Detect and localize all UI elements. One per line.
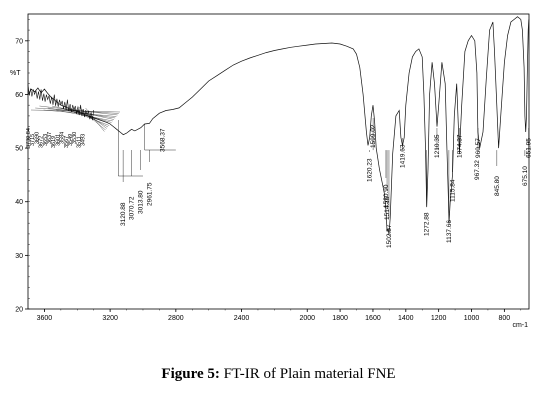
clutter-label: 3715 (30, 134, 36, 146)
peak-label: 3120.88 (120, 202, 127, 226)
clutter-leader (56, 109, 113, 122)
clutter-leader (60, 107, 112, 123)
y-axis-label: %T (10, 70, 21, 77)
peak-label: 1074.37 (456, 134, 463, 158)
clutter-label: 3530 (72, 132, 78, 144)
x-tick-label-2000: 2000 (299, 315, 315, 322)
clutter-leader (85, 107, 105, 132)
bracket-line (118, 120, 143, 177)
clutter-leader (43, 109, 117, 117)
clutter-label: 3584 (60, 132, 66, 144)
figure-caption: Figure 5: FT-IR of Plain material FNE (0, 366, 557, 383)
y-tick-label-20: 20 (15, 307, 23, 314)
y-tick-label-50: 50 (15, 146, 23, 153)
x-tick-label-800: 800 (499, 315, 511, 322)
clutter-label: 3619 (51, 136, 57, 148)
x-tick-label-2800: 2800 (168, 315, 184, 322)
plot-frame (27, 13, 530, 310)
peak-label: 845.80 (494, 176, 501, 196)
bracket-line (144, 124, 176, 151)
peak-label: 1502.57 (386, 224, 393, 248)
axes: 20 30 40 50 60 70 3600 3200 2800 2400 2000 1800 1600… (10, 13, 530, 329)
peak-label: 3013.80 (138, 190, 145, 214)
x-tick-label-1200: 1200 (431, 315, 447, 322)
peak-label: 3568.37 (159, 128, 166, 152)
peak-label: 1419.63 (400, 144, 407, 168)
clutter-leader (51, 105, 115, 120)
y-tick-label-70: 70 (15, 38, 23, 45)
clutter-label: 3653 (43, 134, 49, 146)
x-tick-label-3600: 3600 (37, 315, 53, 322)
peak-label: 675.10 (522, 166, 529, 186)
clutter-leader (68, 109, 110, 126)
x-axis-label: cm-1 (512, 322, 528, 329)
clutter-label: 3690 (34, 132, 40, 144)
x-tick-label-3200: 3200 (102, 315, 118, 322)
y-tick-label-60: 60 (15, 92, 23, 99)
clutter-label: 3601 (55, 134, 61, 146)
x-tick-label-1400: 1400 (398, 315, 414, 322)
y-tick-label-30: 30 (15, 253, 23, 260)
peak-label: 3070.72 (128, 196, 135, 220)
peak-label: 1210.35 (434, 134, 441, 158)
peak-label: 2961.75 (146, 182, 153, 206)
clutter-label: 3672 (39, 136, 45, 148)
caption-text: FT-IR of Plain material FNE (223, 366, 396, 382)
x-tick-label-1600: 1600 (365, 315, 381, 322)
clutter-label: 3637 (47, 132, 53, 144)
clutter-label: 3730.84 (26, 128, 32, 148)
peak-label: 1620.23 (367, 158, 374, 182)
peak-label: 1514.15 (384, 196, 391, 220)
x-tick-label-2400: 2400 (234, 315, 250, 322)
caption-label: Figure 5: (161, 366, 220, 382)
peak-label: 960.57 (475, 138, 482, 158)
clutter-label: 3511 (76, 136, 82, 148)
peak-label: 1115.84 (449, 179, 456, 202)
peak-label: 967.32 (474, 160, 481, 180)
peak-label: 1137.66 (446, 220, 453, 243)
x-tick-label-1800: 1800 (332, 315, 348, 322)
peak-label: 1520.90 (383, 184, 390, 208)
peak-label: 1272.88 (424, 212, 431, 236)
y-tick-label-40: 40 (15, 199, 23, 206)
clutter-leader (47, 107, 116, 119)
clutter-label: 3493 (81, 134, 87, 146)
clutter-leader (39, 105, 118, 116)
clutter-leader (81, 109, 106, 131)
clutter-leader (77, 105, 107, 129)
peak-label: 1599.02 (370, 124, 377, 148)
spectrum-noise (27, 84, 94, 121)
peak-label: 651.95 (526, 138, 533, 158)
x-tick-label-1000: 1000 (464, 315, 480, 322)
clutter-label: 3567 (64, 136, 70, 148)
clutter-label: 3549 (68, 134, 74, 146)
